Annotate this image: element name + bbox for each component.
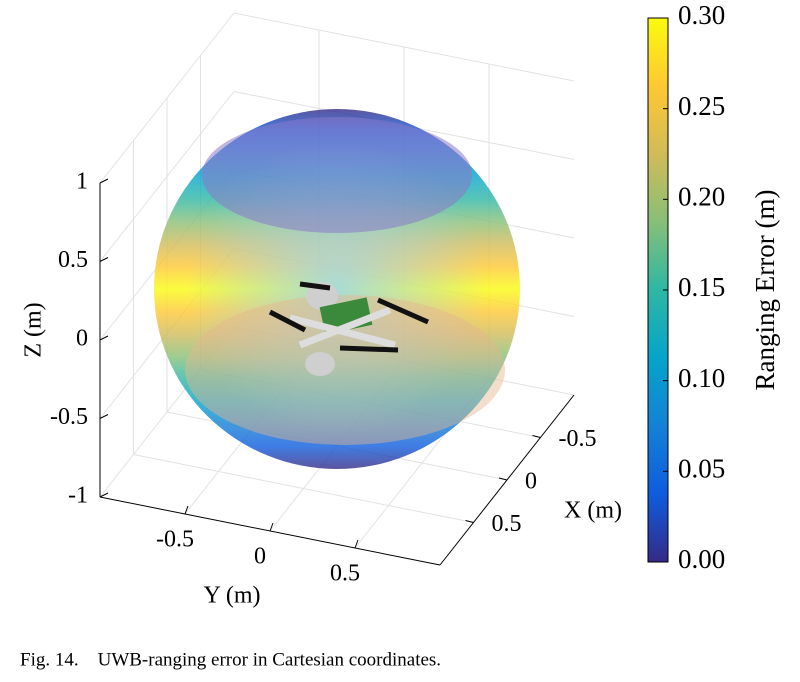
- drone-prop: [299, 281, 331, 291]
- y-tick-label: -0.5: [156, 527, 194, 553]
- grid-line: [133, 454, 474, 523]
- axes: -1-0.500.51-0.500.5-0.500.5: [50, 169, 597, 587]
- y-tick: [269, 522, 274, 532]
- x-tick: [532, 435, 541, 438]
- z-tick-label: 0.5: [58, 247, 88, 273]
- y-tick: [354, 539, 359, 549]
- colorbar-tick-label: 0.00: [678, 544, 725, 574]
- drone-arm: [298, 306, 392, 349]
- colorbar-tick-label: 0.30: [678, 0, 725, 30]
- colorbar-tick-label: 0.25: [678, 91, 725, 121]
- drone-prop: [339, 345, 399, 353]
- x-tick-label: -0.5: [559, 426, 597, 452]
- z-tick: [99, 414, 109, 419]
- y-axis-label: Y (m): [203, 583, 260, 609]
- z-tick: [99, 178, 109, 184]
- drone-part: [305, 352, 335, 376]
- y-tick-label: 0.5: [330, 561, 360, 587]
- z-tick: [99, 257, 109, 262]
- sphere-section: [185, 295, 505, 445]
- drone-part: [306, 282, 338, 310]
- y-tick-label: 0: [254, 544, 266, 570]
- z-tick: [99, 335, 109, 341]
- caption: Fig. 14. UWB-ranging error in Cartesian …: [20, 649, 441, 670]
- z-tick-label: 0: [76, 326, 88, 352]
- z-tick-label: -1: [68, 483, 88, 509]
- drone-prop: [268, 309, 307, 333]
- z-tick: [99, 492, 109, 498]
- colorbar-tick-label: 0.20: [678, 182, 725, 212]
- z-tick-label: 1: [76, 169, 88, 195]
- sphere-surface: [154, 109, 520, 469]
- x-tick-label: 0.5: [492, 511, 522, 537]
- z-tick-label: -0.5: [50, 404, 88, 430]
- drone-prop: [376, 297, 430, 325]
- x-tick: [465, 520, 474, 523]
- z-axis-label: Z (m): [21, 302, 47, 357]
- x-tick: [498, 477, 508, 481]
- x-tick-label: 0: [525, 469, 537, 495]
- colorbar-tick-label: 0.15: [678, 272, 725, 302]
- drone: [268, 281, 430, 376]
- y-tick: [184, 505, 189, 515]
- x-axis-label: X (m): [564, 498, 622, 524]
- colorbar-tick-label: 0.10: [678, 363, 725, 393]
- colorbar-tick-label: 0.05: [678, 454, 725, 484]
- colorbar-label: Ranging Error (m): [750, 190, 780, 391]
- sphere-top-cap: [202, 117, 472, 233]
